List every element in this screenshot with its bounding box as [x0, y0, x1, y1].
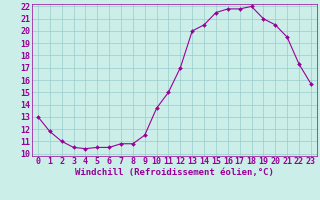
X-axis label: Windchill (Refroidissement éolien,°C): Windchill (Refroidissement éolien,°C) — [75, 168, 274, 177]
